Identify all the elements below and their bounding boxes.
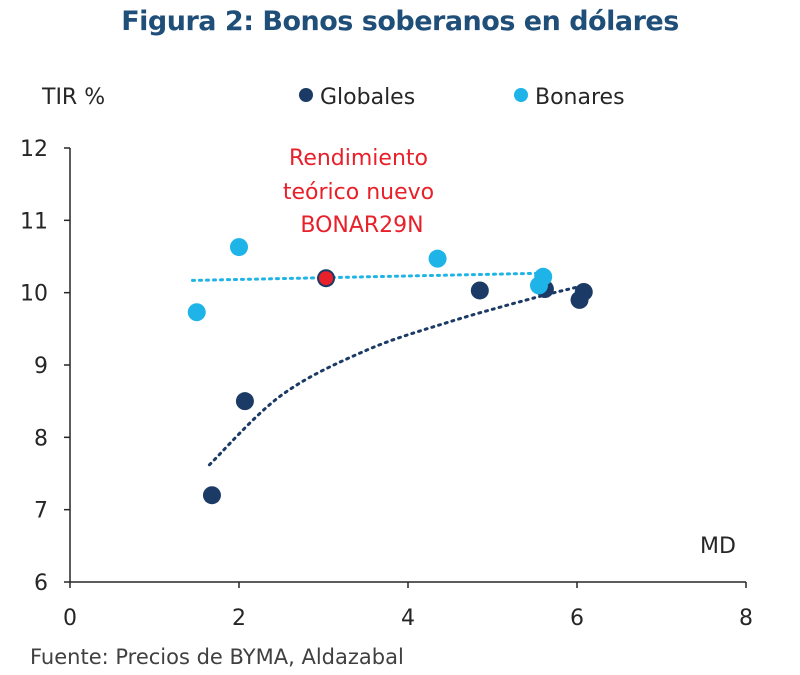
chart-title: Figura 2: Bonos soberanos en dólares — [121, 6, 679, 37]
point-bonares — [230, 238, 248, 257]
point-bonares — [428, 249, 447, 268]
x-tick-label: 8 — [739, 606, 753, 631]
y-tick-label: 11 — [20, 209, 48, 234]
x-tick-label: 2 — [232, 606, 246, 631]
legend: Globales Bonares — [299, 85, 625, 110]
legend-bonares-label: Bonares — [535, 85, 625, 110]
point-globales — [202, 486, 221, 505]
data-points — [187, 238, 593, 505]
annotation-line-1: Rendimiento — [289, 146, 428, 171]
y-axis-label: TIR % — [41, 85, 105, 110]
y-tick-label: 7 — [34, 499, 48, 524]
legend-globales-marker — [299, 88, 313, 102]
annotation-line-3: BONAR29N — [300, 213, 423, 238]
trendline-globales — [207, 284, 583, 467]
axis-ticks: 6 7 8 9 10 11 12 0 2 4 6 8 — [20, 137, 753, 631]
y-tick-label: 10 — [20, 282, 48, 307]
point-globales — [574, 282, 593, 301]
source-note: Fuente: Precios de BYMA, Aldazabal — [30, 645, 404, 669]
x-axis-label: MD — [700, 534, 736, 559]
y-tick-label: 9 — [34, 354, 48, 379]
point-bonares — [534, 267, 553, 286]
annotation-text: Rendimiento teórico nuevo BONAR29N — [283, 146, 441, 238]
x-tick-label: 6 — [570, 606, 584, 631]
legend-bonares-marker — [514, 88, 528, 102]
trendlines — [191, 271, 583, 467]
legend-globales-label: Globales — [320, 85, 415, 110]
point-bonares — [187, 303, 206, 322]
y-tick-label: 12 — [20, 137, 48, 162]
highlight-point-bonar29n — [319, 271, 334, 286]
point-globales — [470, 281, 489, 300]
point-globales — [235, 392, 254, 411]
x-tick-label: 0 — [63, 606, 77, 631]
x-tick-label: 4 — [401, 606, 415, 631]
y-tick-label: 6 — [34, 571, 48, 596]
annotation-line-2: teórico nuevo — [283, 180, 434, 205]
trendline-bonares — [191, 271, 549, 282]
y-tick-label: 8 — [34, 426, 48, 451]
